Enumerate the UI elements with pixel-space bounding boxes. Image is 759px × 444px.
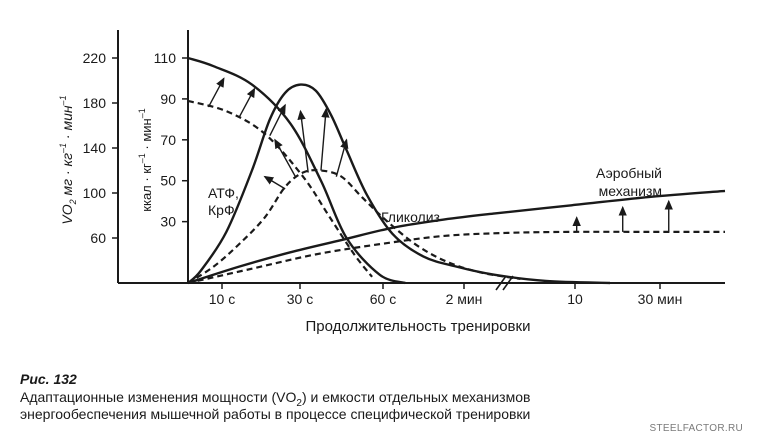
left-tick-label: 60 (90, 230, 106, 246)
right-ticks: 30 50 70 90 110 (154, 50, 188, 230)
adaptation-arrow (297, 109, 309, 173)
right-tick-label: 90 (160, 91, 176, 107)
x-axis-label: Продолжительность тренировки (306, 318, 531, 335)
x-tick-label: 60 с (370, 291, 396, 307)
left-tick-label: 140 (83, 140, 107, 156)
adaptation-arrow (269, 103, 286, 137)
glycolysis-label: Гликолиз (381, 209, 440, 225)
x-tick-label: 30 с (287, 291, 313, 307)
left-tick-label: 180 (83, 95, 107, 111)
right-tick-label: 30 (160, 214, 176, 230)
atp-label-line1: АТФ, (208, 185, 239, 201)
adaptation-arrow (238, 87, 256, 118)
adaptation-arrow (207, 77, 225, 108)
aerobic-label-line2: механизм (599, 183, 662, 199)
series-group (187, 56, 726, 285)
series-line-after-4 (187, 189, 726, 285)
series-line-before-1 (187, 99, 373, 278)
adaptation-arrow (263, 175, 286, 190)
right-tick-label: 50 (160, 173, 176, 189)
atp-label-line2: КрФ (208, 202, 235, 218)
watermark: STEELFACTOR.RU (649, 423, 743, 434)
x-ticks: 10 с 30 с 60 с 2 мин 10 30 мин (209, 283, 683, 307)
adaptation-arrow (274, 138, 297, 177)
x-tick-label: 10 с (209, 291, 235, 307)
left-tick-label: 100 (83, 185, 107, 201)
left-ticks: 60 100 140 180 220 (83, 50, 118, 246)
x-tick-label: 2 мин (446, 291, 483, 307)
series-line-after-0 (187, 56, 406, 285)
aerobic-label-line1: Аэробный (596, 165, 662, 181)
adaptation-arrow (320, 107, 330, 171)
series-line-before-5 (187, 230, 725, 285)
caption-line-2: энергообеспечения мышечной работы в проц… (20, 406, 531, 422)
x-tick-label: 10 (567, 291, 583, 307)
right-tick-label: 110 (154, 50, 177, 66)
figure-number: Рис. 132 (20, 371, 77, 387)
adaptation-arrow (335, 138, 349, 177)
x-tick-label: 30 мин (638, 291, 683, 307)
left-axis-label: VO2 мг · кг–1 · мин–1 (58, 95, 78, 224)
right-axis-label: ккал · кг–1 · мин–1 (137, 108, 154, 211)
left-tick-label: 220 (83, 50, 107, 66)
series-line-after-2 (187, 83, 610, 285)
caption-line-1: Адаптационные изменения мощности (VO2) и… (20, 389, 531, 409)
adaptation-arrows (207, 77, 673, 232)
right-tick-label: 70 (160, 132, 176, 148)
chart-area: 60 100 140 180 220 30 50 70 90 110 10 с 30 с 60 с 2… (58, 30, 726, 335)
